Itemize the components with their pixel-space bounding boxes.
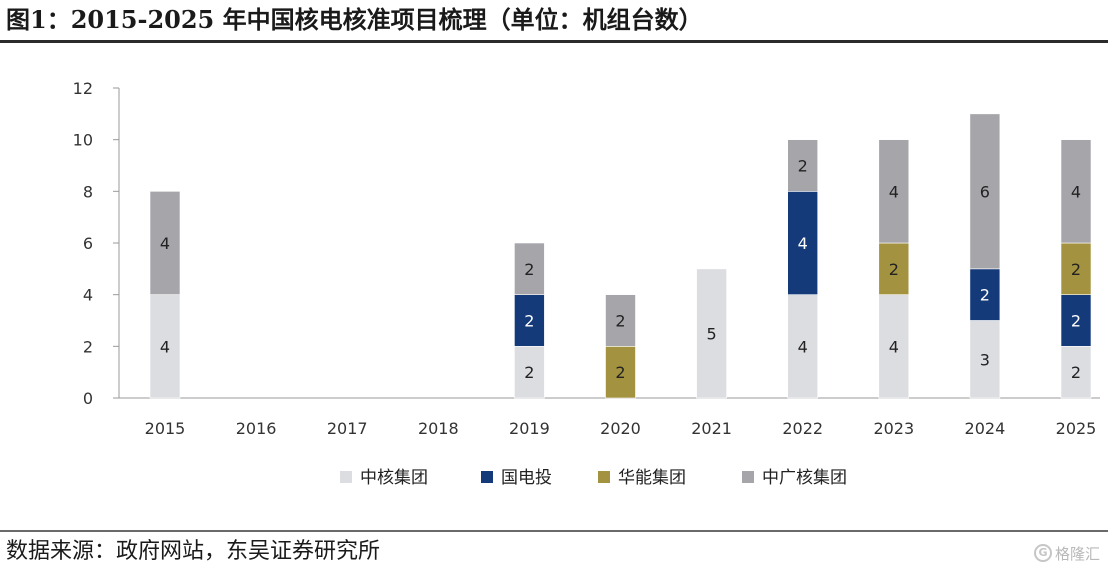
data-label: 4 (889, 182, 899, 201)
legend-swatch (481, 471, 493, 483)
data-label: 3 (980, 350, 990, 369)
data-label: 4 (798, 337, 808, 356)
legend-label: 中广核集团 (762, 468, 847, 488)
data-label: 2 (615, 363, 625, 382)
bar-segment (605, 294, 636, 347)
data-label: 2 (524, 363, 534, 382)
watermark-logo-icon: G (1033, 544, 1052, 562)
bar-segment (605, 346, 636, 399)
data-label: 2 (615, 312, 625, 331)
bar-segment (969, 113, 1001, 270)
bar-segment (514, 242, 545, 295)
x-tick-label: 2019 (509, 419, 550, 438)
x-tick-label: 2025 (1056, 419, 1097, 438)
bar-segment (514, 346, 545, 399)
bar-segment (1060, 346, 1092, 399)
bar-segment (149, 191, 181, 295)
legend-swatch (742, 471, 754, 483)
x-tick-label: 2017 (327, 419, 368, 438)
data-label: 2 (1071, 312, 1081, 331)
data-label: 4 (160, 234, 170, 253)
bar-segment (696, 268, 727, 399)
x-tick-label: 2016 (236, 419, 277, 438)
data-label: 2 (1071, 260, 1081, 279)
data-label: 2 (1071, 363, 1081, 382)
data-label: 2 (524, 260, 534, 279)
data-label: 4 (1071, 182, 1081, 201)
data-source: 数据来源：政府网站，东吴证券研究所 (6, 539, 381, 564)
bar-segment (969, 320, 1001, 399)
bar-segment (878, 139, 910, 244)
x-tick-label: 2023 (873, 419, 914, 438)
watermark-text: 格隆汇 (1054, 544, 1100, 563)
bar-segment (878, 294, 910, 399)
title-rule (0, 40, 1108, 43)
legend-label: 华能集团 (618, 468, 686, 488)
x-tick-label: 2018 (418, 419, 459, 438)
data-label: 2 (798, 157, 808, 176)
x-tick-label: 2020 (600, 419, 641, 438)
bar-segment (969, 268, 1001, 321)
data-label: 4 (160, 337, 170, 356)
y-tick-label: 8 (83, 182, 93, 201)
data-label: 2 (524, 312, 534, 331)
data-label: 4 (889, 337, 899, 356)
x-tick-label: 2022 (782, 419, 823, 438)
chart-title: 图1：2015-2025 年中国核电核准项目梳理（单位：机组台数） (6, 5, 703, 34)
bar-segment (1060, 139, 1092, 244)
bar-segment (149, 294, 181, 399)
data-label: 2 (889, 260, 899, 279)
legend-swatch (598, 471, 610, 483)
x-tick-label: 2015 (145, 419, 186, 438)
x-tick-label: 2021 (691, 419, 732, 438)
y-tick-label: 4 (83, 286, 93, 305)
bar-segment (787, 294, 819, 399)
data-label: 2 (980, 286, 990, 305)
x-tick-label: 2024 (965, 419, 1006, 438)
chart-area: 0 2 4 6 8 10 12 2015 2016 2017 2018 2019 2020 2021 202… (73, 79, 1100, 488)
bar-segment (514, 294, 545, 347)
watermark: G 格隆汇 (1033, 542, 1100, 564)
bar-segment (1060, 242, 1092, 295)
bar-segment (1060, 294, 1092, 347)
y-tick-label: 0 (83, 389, 93, 408)
bar-segment (787, 191, 819, 295)
source-rule (0, 530, 1108, 532)
legend-swatch (340, 471, 352, 483)
bar-segment (787, 139, 819, 192)
legend-label: 国电投 (501, 468, 552, 488)
data-label: 6 (980, 182, 990, 201)
y-tick-label: 6 (83, 234, 93, 253)
y-tick-label: 10 (73, 131, 93, 150)
data-label: 5 (707, 324, 717, 343)
y-tick-label: 12 (73, 79, 93, 98)
legend-label: 中核集团 (360, 468, 428, 488)
y-tick-label: 2 (83, 337, 93, 356)
data-label: 4 (798, 234, 808, 253)
